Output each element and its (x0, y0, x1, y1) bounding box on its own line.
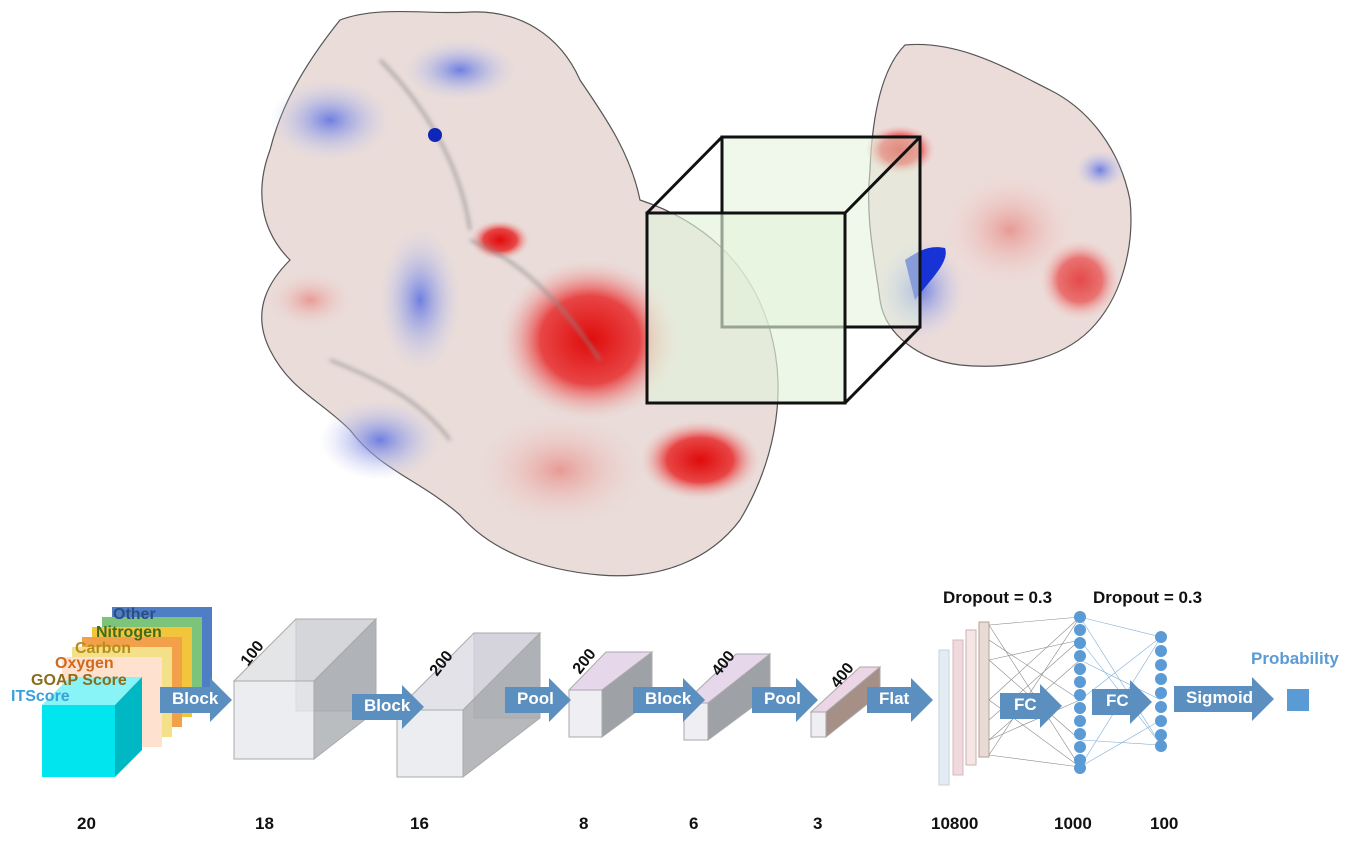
dim-label-3: 16 (410, 814, 429, 833)
fc-arrow-1: FC (1000, 684, 1062, 728)
fc-1000-nodes (1074, 611, 1086, 774)
channel-label-itscore: ITScore (11, 688, 70, 705)
channel-label-goap: GOAP Score (31, 672, 127, 689)
dim-label-9: 100 (1150, 814, 1179, 833)
flat-arrow: Flat (867, 678, 933, 722)
dim-label-5: 6 (689, 814, 699, 833)
dim-label-8: 1000 (1054, 814, 1092, 833)
channel-label-nitrogen: Nitrogen (96, 624, 162, 641)
probability-output-square (1287, 689, 1309, 711)
channel-label-carbon: Carbon (75, 640, 131, 657)
channel-label-other: Other (113, 606, 156, 623)
probability-label: Probability (1251, 649, 1339, 668)
fc-100-nodes (1155, 631, 1167, 752)
fc-arrow-2: FC (1092, 680, 1152, 724)
pool-arrow-1: Pool (505, 678, 571, 722)
flatten-columns (938, 621, 990, 786)
dim-label-1: 20 (77, 814, 96, 833)
pool-arrow-2: Pool (752, 678, 818, 722)
block-arrow-1: Block (160, 678, 232, 722)
interface-voxel-box (645, 135, 922, 405)
dim-label-4: 8 (579, 814, 589, 833)
dim-label-2: 18 (255, 814, 274, 833)
channel-label-oxygen: Oxygen (55, 655, 114, 672)
block-arrow-2: Block (352, 685, 424, 729)
dropout-label-1: Dropout = 0.3 (943, 588, 1053, 607)
block-arrow-3: Block (633, 678, 705, 722)
sigmoid-arrow: Sigmoid (1174, 677, 1274, 721)
dim-label-6: 3 (813, 814, 823, 833)
receptor-protein-surface (261, 10, 779, 577)
dropout-label-2: Dropout = 0.3 (1093, 588, 1203, 607)
dim-label-7: 10800 (931, 814, 979, 833)
